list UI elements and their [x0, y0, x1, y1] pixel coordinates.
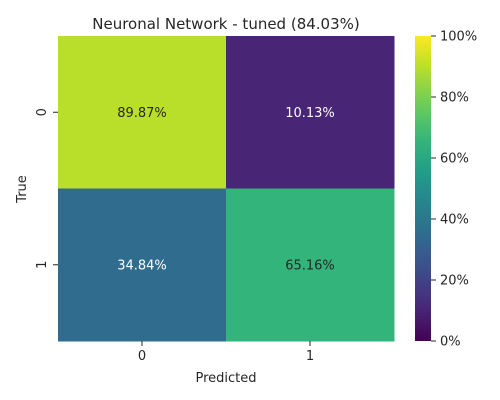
cell-value-label: 65.16% — [285, 258, 335, 273]
heatmap-cell — [226, 36, 395, 189]
heatmap-cell-labels: 89.87% 10.13% 34.84% 65.16% — [117, 106, 335, 274]
cell-value-label: 10.13% — [285, 106, 335, 121]
colorbar-tick-label: 20% — [440, 274, 469, 289]
colorbar — [415, 36, 431, 341]
heatmap-cell — [226, 188, 395, 342]
colorbar-tick-label: 60% — [440, 152, 469, 167]
colorbar-ticks: 0% 20% 40% 60% 80% 100% — [431, 30, 477, 350]
colorbar-tick-label: 80% — [440, 91, 469, 106]
x-axis-label: Predicted — [195, 371, 256, 386]
heatmap-cell — [58, 188, 227, 342]
y-axis-ticks: 01 — [35, 108, 58, 269]
y-tick-label: 1 — [35, 261, 50, 269]
chart-title: Neuronal Network - tuned (84.03%) — [92, 15, 360, 33]
y-tick-label: 0 — [35, 108, 50, 116]
heatmap-cell — [58, 36, 227, 189]
heatmap-cells — [58, 36, 395, 342]
colorbar-tick-label: 0% — [440, 335, 461, 350]
colorbar-tick-label: 40% — [440, 213, 469, 228]
x-tick-label: 0 — [138, 349, 146, 364]
cell-value-label: 89.87% — [117, 106, 167, 121]
cell-value-label: 34.84% — [117, 258, 167, 273]
x-tick-label: 1 — [306, 349, 314, 364]
y-axis-label: True — [15, 175, 30, 204]
colorbar-tick-label: 100% — [440, 30, 477, 45]
